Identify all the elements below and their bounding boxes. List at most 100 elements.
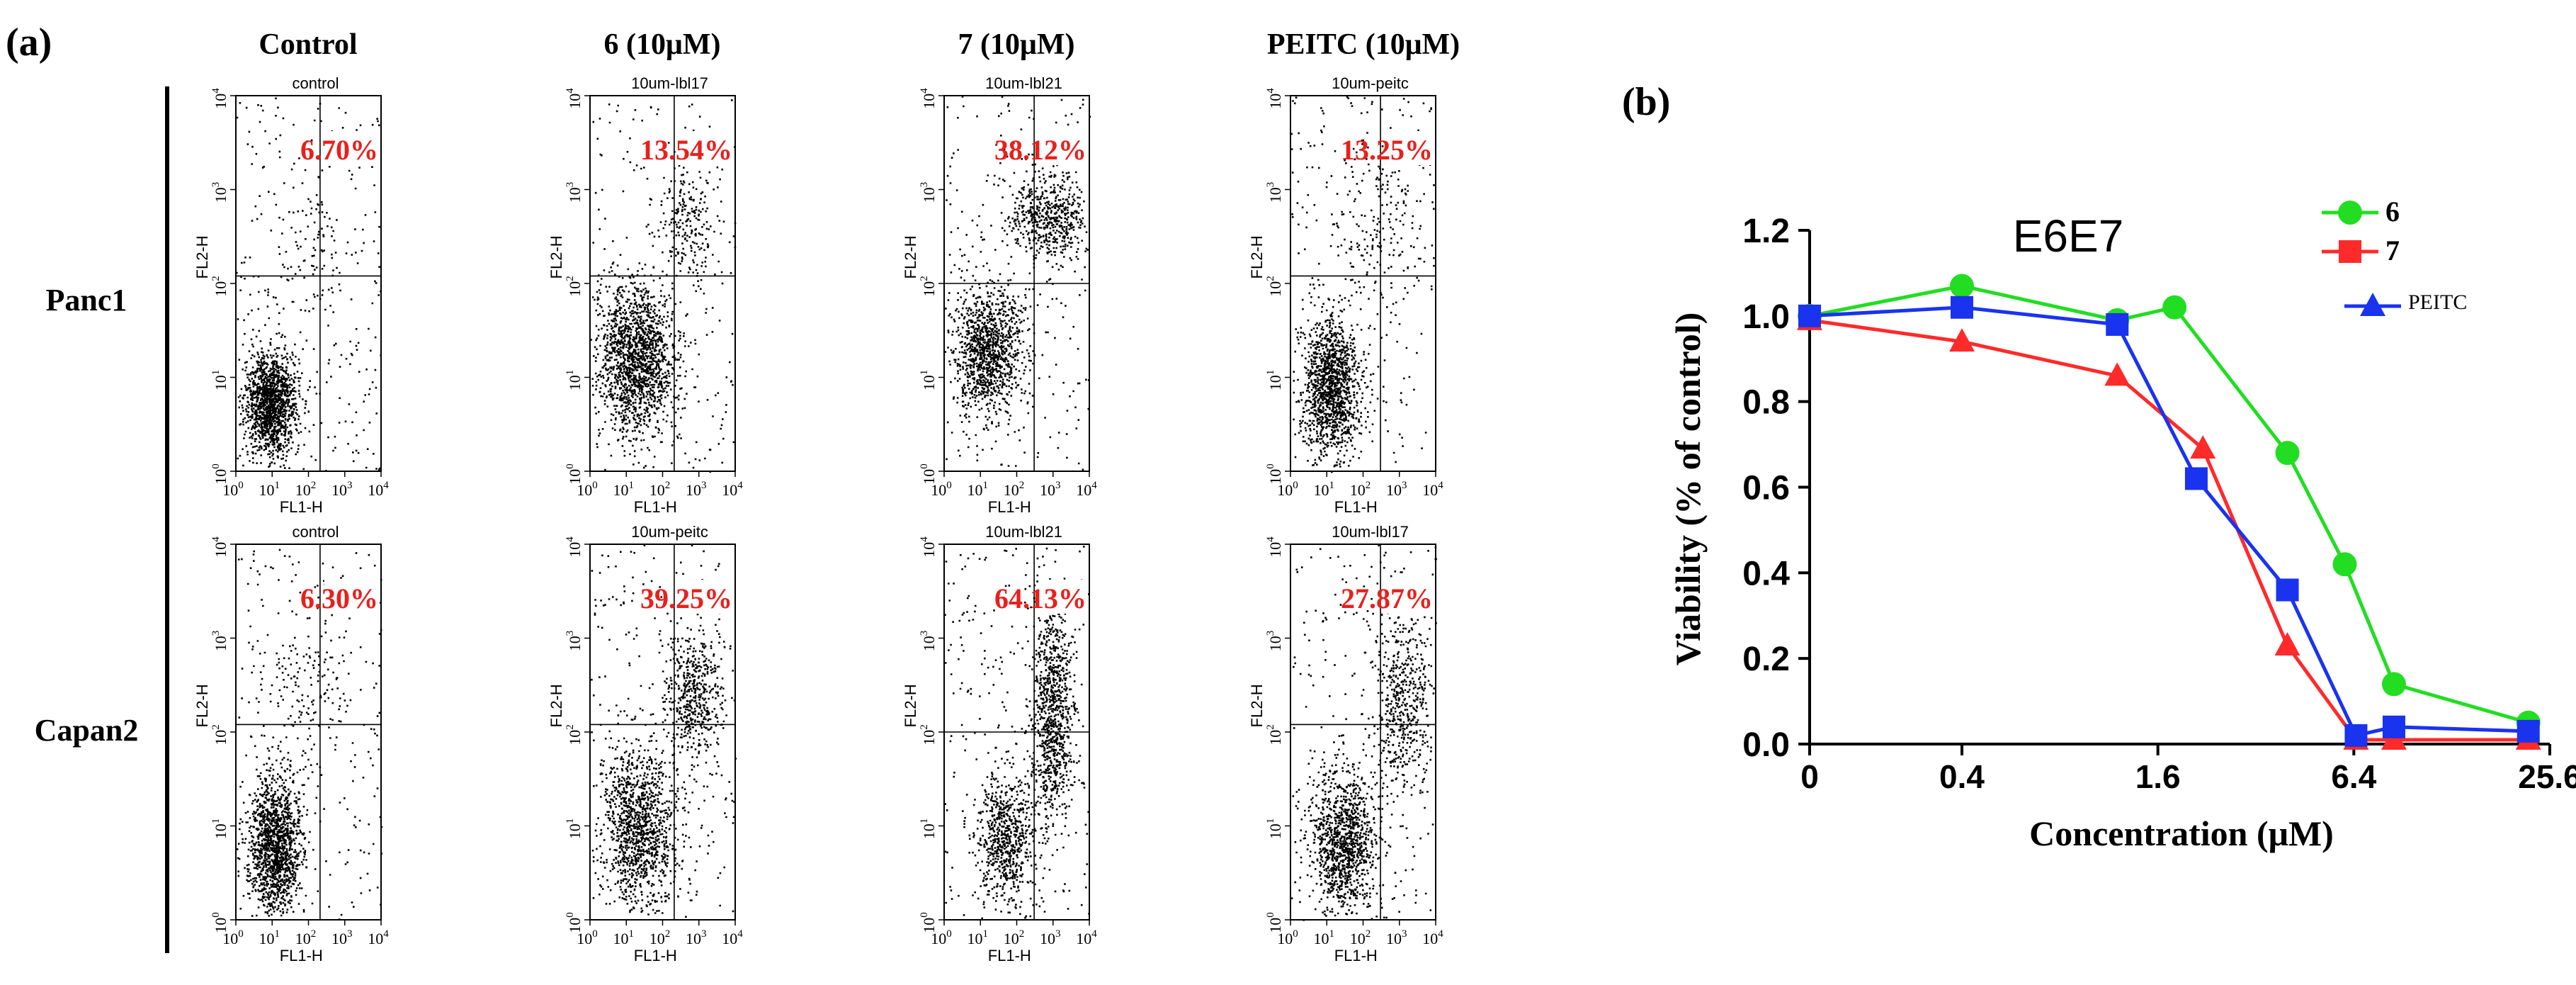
panel-b-label: (b) <box>1622 80 1670 124</box>
quadrant-percent: 39.25% <box>640 582 732 614</box>
y-axis-label: FL2-H <box>1248 684 1266 727</box>
x-tick-label: 103 <box>686 928 707 947</box>
x-tick-exponent: 4 <box>1438 928 1443 940</box>
data-point <box>2104 362 2130 386</box>
x-axis-label: FL1-H <box>988 498 1031 516</box>
x-tick-label: 103 <box>1386 928 1407 947</box>
series-peitc <box>1798 296 2540 747</box>
y-tick-label: 100 <box>210 463 229 485</box>
x-tick-label: 101 <box>613 480 635 499</box>
y-tick-exponent: 3 <box>564 631 576 636</box>
x-tick-exponent: 4 <box>1091 928 1097 940</box>
percent-background <box>1038 131 1088 165</box>
y-tick-label: 104 <box>1265 536 1284 558</box>
y-axis-label: FL2-H <box>902 235 919 278</box>
data-point <box>2190 435 2216 459</box>
percent-background <box>1038 580 1088 614</box>
percent-background <box>1385 580 1434 614</box>
x-tick-exponent: 1 <box>275 480 280 491</box>
y-tick-label: 103 <box>1265 631 1284 652</box>
data-point <box>2276 578 2299 602</box>
x-tick-label: 103 <box>1040 480 1061 499</box>
y-tick-label: 101 <box>1265 818 1284 840</box>
x-tick-label: 101 <box>613 928 635 947</box>
legend-marker <box>2339 240 2361 263</box>
x-tick-label: 6.4 <box>2331 758 2376 795</box>
data-point <box>2517 719 2540 743</box>
y-tick-exponent: 2 <box>1265 724 1276 730</box>
y-tick-label: 102 <box>210 276 229 297</box>
flow-plot-title: 10um-lbl17 <box>631 74 708 92</box>
flow-plot-events <box>1290 96 1435 473</box>
y-tick-exponent: 2 <box>1265 276 1276 281</box>
flow-plot-dots <box>236 97 382 472</box>
x-tick-label: 101 <box>1314 480 1335 499</box>
data-point <box>2106 313 2129 336</box>
y-tick-label: 101 <box>919 370 938 391</box>
y-tick-label: 102 <box>1265 276 1284 297</box>
column-headers: Control 6 (10μM) 7 (10μM) PEITC (10μM) <box>259 28 1460 61</box>
y-tick-label: 102 <box>1265 724 1284 745</box>
quadrant-percent: 64.13% <box>994 582 1086 614</box>
x-tick-label: 102 <box>1350 480 1371 499</box>
legend-label: 7 <box>2385 235 2400 266</box>
y-tick-label: 1.0 <box>1742 298 1790 336</box>
x-tick-exponent: 1 <box>983 480 989 491</box>
y-tick-label: 100 <box>564 912 584 933</box>
y-tick-label: 0.4 <box>1742 555 1790 592</box>
y-tick-label: 100 <box>1265 463 1284 485</box>
x-tick-label: 104 <box>1422 928 1443 947</box>
data-point <box>1950 274 1974 298</box>
viability-line-chart: 0.0 0.2 0.4 0.6 0.8 1.0 1.2 0 0.4 1.6 6.4 25.6 E6E7 C… <box>1668 196 2576 853</box>
y-tick-label: 104 <box>919 536 938 558</box>
y-tick-exponent: 1 <box>919 370 930 376</box>
x-tick-exponent: 4 <box>383 928 389 940</box>
y-tick-label: 100 <box>1265 912 1284 933</box>
y-tick-label: 102 <box>564 276 584 297</box>
y-tick-label: 102 <box>564 724 584 745</box>
x-tick-label: 101 <box>968 928 989 947</box>
x-tick-label: 103 <box>331 928 353 947</box>
y-tick-exponent: 1 <box>210 818 222 824</box>
y-tick-exponent: 3 <box>1265 182 1276 188</box>
x-tick-label: 0.4 <box>1939 758 1985 795</box>
y-axis-label: FL2-H <box>1248 235 1266 278</box>
series-6 <box>1798 274 2541 735</box>
y-tick-exponent: 2 <box>564 724 576 730</box>
x-tick-exponent: 1 <box>1329 928 1335 940</box>
legend-entry: 6 <box>2322 196 2400 227</box>
y-tick-label: 0.0 <box>1742 726 1790 764</box>
y-tick-label: 104 <box>210 536 229 558</box>
x-tick-label: 102 <box>1004 928 1025 947</box>
x-tick-exponent: 3 <box>347 480 353 491</box>
flow-plot-events <box>1290 544 1437 921</box>
y-tick-label: 104 <box>919 88 938 109</box>
quadrant-percent: 6.70% <box>300 134 378 166</box>
legend-marker <box>2360 293 2385 316</box>
percent-background <box>324 580 380 614</box>
flow-plot-events <box>590 99 737 473</box>
legend-entry: 7 <box>2322 235 2400 266</box>
y-tick-exponent: 0 <box>210 463 222 469</box>
y-tick-label: 103 <box>564 631 584 652</box>
column-header-control: Control <box>259 28 357 61</box>
x-tick-exponent: 4 <box>1091 480 1097 491</box>
y-tick-label: 101 <box>564 818 584 840</box>
data-point <box>2382 715 2405 738</box>
y-tick-exponent: 3 <box>919 182 930 188</box>
y-tick-label: 102 <box>210 724 229 745</box>
x-tick-exponent: 1 <box>1329 480 1335 491</box>
data-point <box>2162 295 2187 320</box>
y-tick-label: 0.2 <box>1742 641 1790 678</box>
row-label-capan2: Capan2 <box>35 713 139 748</box>
percent-background <box>678 580 734 614</box>
